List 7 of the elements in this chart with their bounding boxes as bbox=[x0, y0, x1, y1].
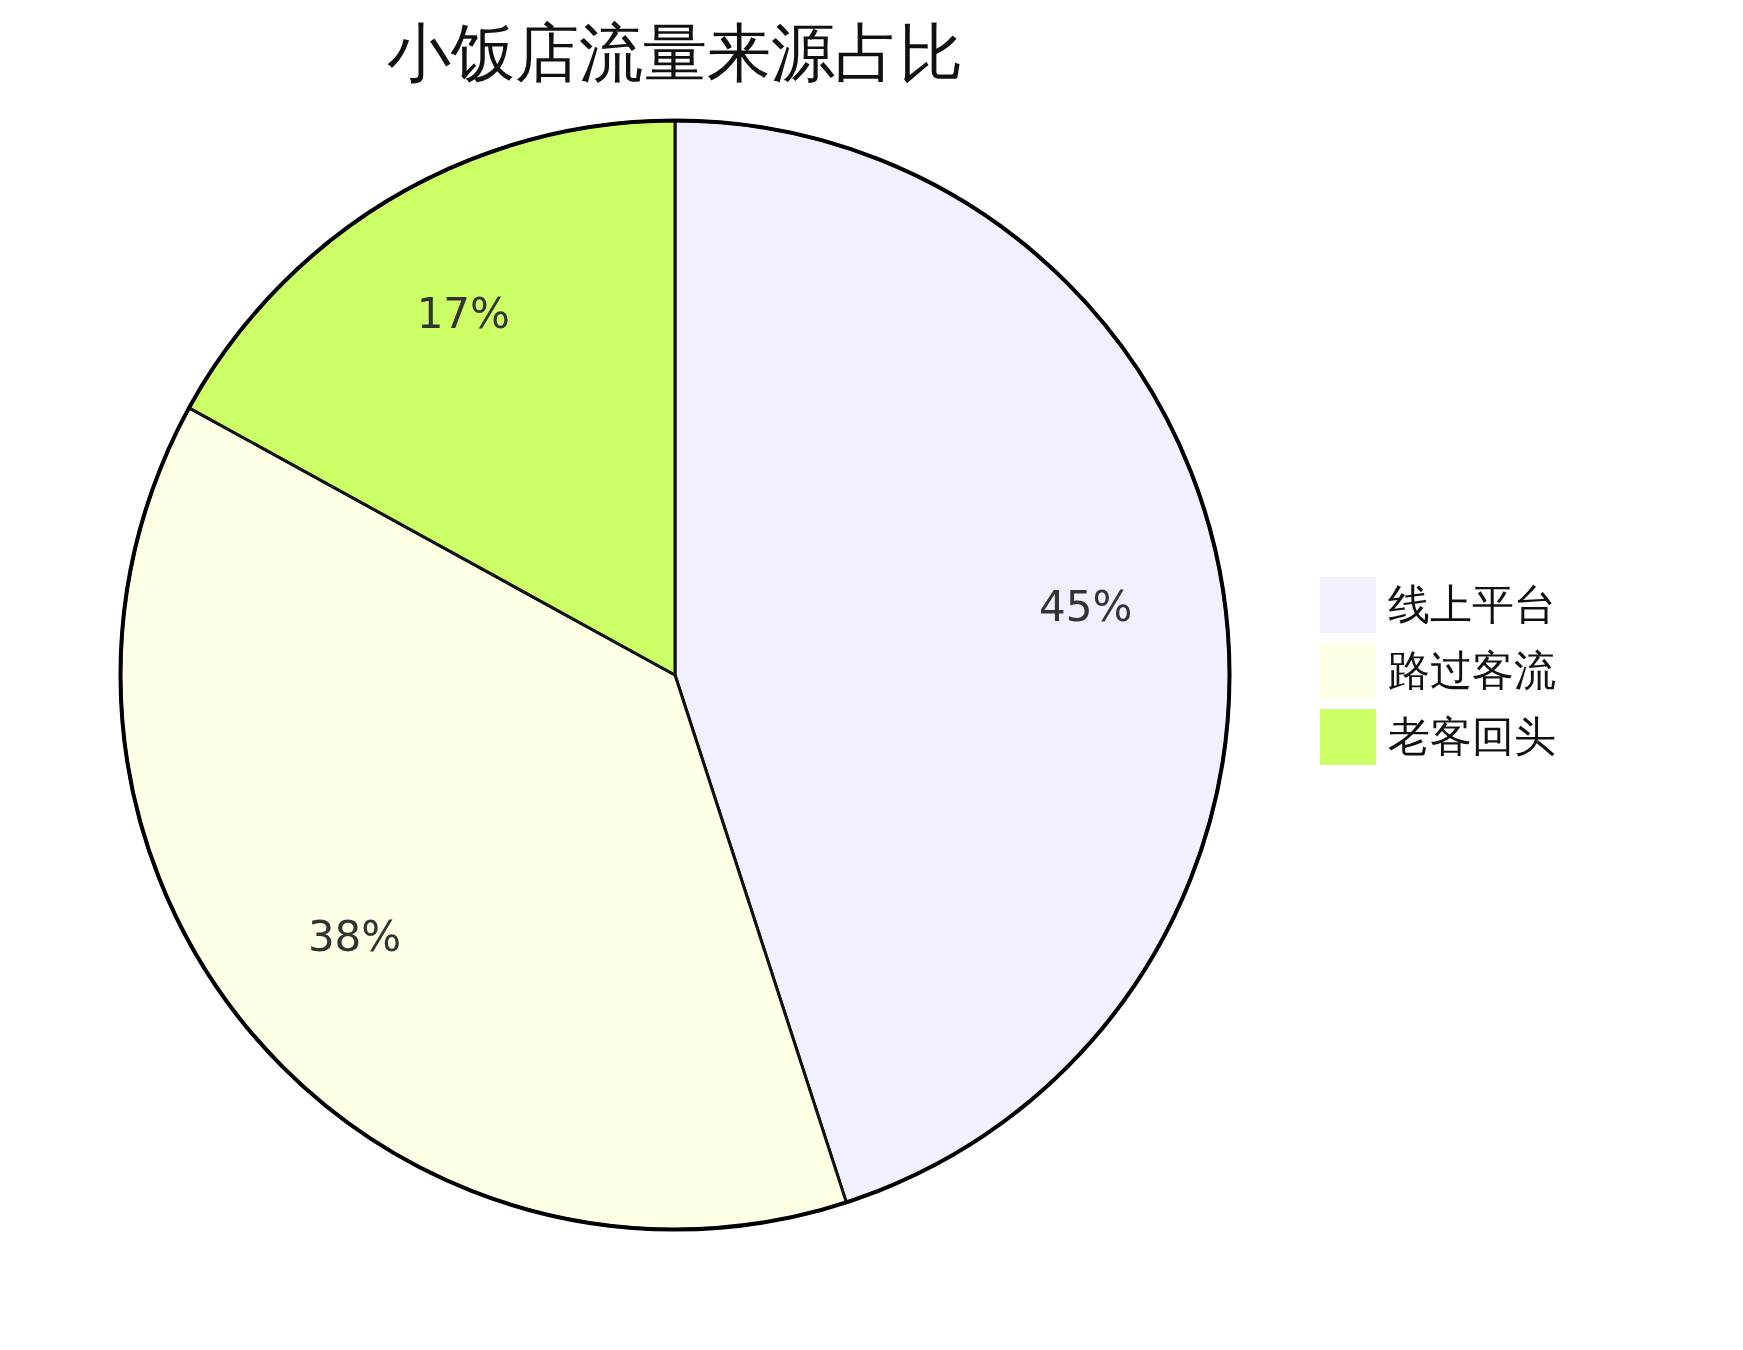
slice-label: 线上平台 bbox=[1388, 579, 1556, 631]
chart-title: 小饭店流量来源占比 bbox=[386, 15, 964, 92]
legend-label: 老客回头 bbox=[1388, 711, 1556, 763]
legend-label: 路过客流 bbox=[1388, 645, 1556, 697]
data-label: 45% bbox=[1039, 581, 1133, 631]
data-label: 38% bbox=[307, 911, 402, 961]
data-label: 17% bbox=[416, 288, 510, 338]
